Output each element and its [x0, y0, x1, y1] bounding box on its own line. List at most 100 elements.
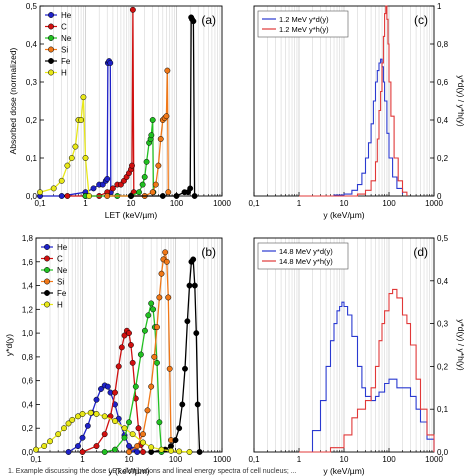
legend-label: 1.2 MeV y*d(y)	[279, 15, 329, 24]
x-tick-label: 10	[127, 199, 136, 208]
legend-label: C	[61, 23, 67, 32]
series-line	[107, 70, 169, 197]
data-point	[150, 306, 157, 313]
data-point	[134, 449, 141, 455]
data-point	[154, 324, 160, 331]
x-tick-label: 1000	[213, 455, 231, 464]
legend-label: Fe	[57, 289, 67, 298]
x-tick-label: 1	[83, 199, 88, 208]
y-tick-label: 1,0	[22, 329, 34, 338]
legend-swatch-marker	[48, 23, 54, 30]
x-axis-label: LET (keV/µm)	[105, 210, 158, 220]
x-tick-label: 0,1	[248, 199, 260, 208]
data-point	[140, 439, 146, 446]
y-tick-label: 0,1	[437, 405, 449, 414]
data-point	[75, 413, 81, 420]
data-point	[148, 132, 155, 139]
data-point	[104, 193, 111, 199]
legend-label: Ne	[61, 34, 72, 43]
data-point	[69, 416, 76, 423]
data-point	[186, 449, 193, 455]
y-tick-label: 0,4	[26, 40, 38, 49]
data-point	[137, 351, 144, 358]
figure-caption-fragment: 1. Example discussing the dose LET distr…	[8, 468, 297, 475]
x-tick-label: 10	[340, 455, 349, 464]
data-point	[140, 431, 146, 438]
data-point	[129, 431, 136, 438]
data-point	[121, 434, 128, 441]
y-tick-label: 1,4	[22, 282, 34, 291]
data-point	[99, 181, 106, 188]
legend-label: Fe	[61, 57, 71, 66]
y-tick-label: 0,8	[437, 40, 449, 49]
legend-frame	[257, 10, 349, 38]
data-point	[127, 342, 134, 348]
y-tick-label: 0,4	[22, 400, 34, 409]
y-tick-label: 0,0	[22, 448, 34, 457]
data-point	[149, 117, 156, 123]
data-point	[193, 330, 200, 337]
data-point	[50, 185, 57, 192]
data-point	[126, 330, 132, 337]
data-point	[104, 383, 111, 390]
data-point	[132, 383, 139, 390]
data-point	[148, 383, 155, 390]
data-point	[168, 447, 174, 454]
data-point	[101, 449, 108, 455]
chart-panel: 0,1 1 10 100 1000 0,0 0,2 0,4 0,6 0,8 1,0 1,2 1,4 1,6…	[4, 234, 231, 476]
data-point	[112, 389, 118, 396]
y-tick-label: 0,2	[437, 154, 449, 163]
y-tick-label: 0,0	[26, 192, 38, 201]
x-tick-label: 100	[169, 455, 183, 464]
series-line	[128, 252, 172, 453]
data-point	[136, 189, 142, 196]
data-point	[80, 94, 87, 101]
y-tick-label: 1,6	[22, 258, 34, 267]
legend-frame	[257, 242, 349, 270]
data-point	[154, 359, 160, 366]
data-point	[93, 411, 100, 417]
legend-swatch-marker	[48, 58, 54, 64]
data-point	[129, 162, 135, 169]
data-point	[156, 294, 163, 301]
y-tick-label: 0,5	[26, 2, 38, 11]
legend-swatch-marker	[48, 46, 54, 53]
legend-swatch-marker	[48, 35, 54, 41]
x-tick-label: 100	[382, 455, 396, 464]
y-tick-label: 1,8	[22, 234, 34, 243]
data-point	[162, 249, 169, 256]
y-tick-label: 0,8	[22, 353, 34, 362]
series-line	[299, 301, 435, 453]
data-point	[58, 177, 65, 184]
data-point	[148, 444, 155, 451]
data-point	[173, 193, 180, 199]
legend-label: Si	[61, 46, 68, 55]
data-point	[58, 193, 65, 199]
series-line	[299, 58, 404, 197]
data-point	[47, 438, 53, 445]
data-point	[65, 420, 72, 427]
y-tick-label: 0,0	[437, 448, 449, 457]
data-point	[61, 425, 67, 432]
data-point	[139, 181, 146, 188]
data-point	[184, 318, 191, 325]
data-point	[64, 162, 71, 169]
y-tick-label: 0,2	[26, 116, 38, 125]
data-point	[134, 443, 141, 450]
data-point	[98, 386, 104, 392]
data-point	[135, 425, 142, 432]
y-tick-label: 1,2	[22, 305, 34, 314]
data-point	[93, 443, 100, 450]
data-point	[140, 449, 146, 455]
data-point	[159, 193, 166, 199]
legend-label: Si	[57, 278, 64, 287]
y-axis-label: y*d(y)	[4, 334, 14, 356]
data-point	[144, 407, 151, 414]
x-tick-label: 1	[297, 455, 302, 464]
x-tick-label: 1000	[213, 199, 231, 208]
data-point	[164, 67, 171, 74]
panel-label: (a)	[201, 13, 216, 27]
data-point	[152, 181, 159, 188]
y-tick-label: 0,3	[26, 78, 38, 87]
